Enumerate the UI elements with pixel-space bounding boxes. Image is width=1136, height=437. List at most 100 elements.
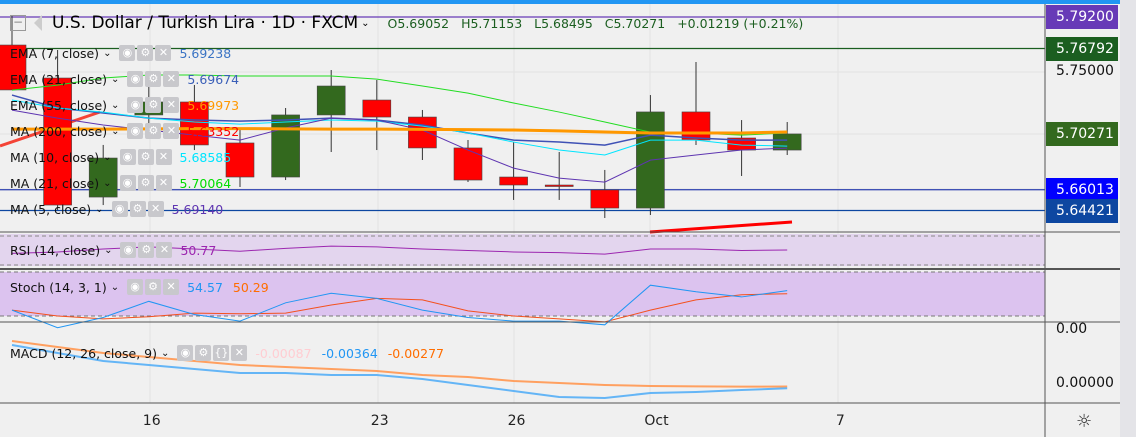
gear-icon[interactable]: ⚙ bbox=[137, 175, 154, 191]
close-icon[interactable]: ✕ bbox=[163, 279, 180, 295]
indicator-legend[interactable]: EMA (55, close) ⌄ ◉ ⚙ ✕ 5.69973 bbox=[10, 97, 249, 113]
gear-icon[interactable]: ⚙ bbox=[195, 345, 212, 361]
close-icon[interactable]: ✕ bbox=[155, 175, 172, 191]
symbol-title[interactable]: U.S. Dollar / Turkish Lira · 1D · FXCM bbox=[52, 13, 359, 33]
gear-icon[interactable]: ⚙ bbox=[129, 201, 146, 217]
gear-icon[interactable]: ⚙ bbox=[145, 71, 162, 87]
candle-body bbox=[88, 157, 118, 198]
close-icon[interactable]: ✕ bbox=[156, 242, 173, 258]
candle-body bbox=[453, 147, 483, 181]
time-axis-label: 16 bbox=[142, 413, 161, 429]
gear-icon[interactable]: ⚙ bbox=[145, 279, 162, 295]
indicator-label: EMA (7, close) bbox=[10, 45, 100, 61]
candle-body bbox=[544, 184, 574, 187]
price-label: 5.76792 bbox=[1046, 36, 1118, 61]
indicator-legend[interactable]: MA (10, close) ⌄ ◉ ⚙ ✕ 5.68585 bbox=[10, 149, 241, 165]
eye-icon[interactable]: ◉ bbox=[119, 45, 136, 61]
chevron-down-icon[interactable]: ⌄ bbox=[111, 99, 120, 111]
indicator-legend[interactable]: MA (200, close) ⌄ ◉ ⚙ ✕ 5.63352 bbox=[10, 123, 249, 139]
chevron-down-icon[interactable]: ⌄ bbox=[111, 73, 120, 85]
gear-icon[interactable]: ⚙ bbox=[137, 45, 154, 61]
eye-icon[interactable]: ◉ bbox=[127, 71, 144, 87]
candle-body bbox=[0, 44, 27, 91]
time-axis-label: 26 bbox=[507, 413, 526, 429]
close-icon[interactable]: ✕ bbox=[147, 201, 164, 217]
stoch-axis-tick: 0.00 bbox=[1056, 321, 1088, 337]
chevron-down-icon[interactable]: ⌄ bbox=[161, 347, 170, 359]
close-icon[interactable]: ✕ bbox=[163, 123, 180, 139]
collapse-icon[interactable]: − bbox=[10, 15, 26, 31]
gear-icon[interactable]: ⚙ bbox=[145, 123, 162, 139]
candle-body bbox=[225, 142, 255, 178]
rsi-legend[interactable]: RSI (14, close) ⌄ ◉ ⚙ ✕ 50.77 bbox=[10, 242, 226, 258]
candle-body bbox=[362, 99, 392, 118]
macd-axis-tick: 0.00000 bbox=[1056, 375, 1114, 391]
indicator-legend[interactable]: EMA (21, close) ⌄ ◉ ⚙ ✕ 5.69674 bbox=[10, 71, 249, 87]
settings-gear-icon[interactable]: ☼ bbox=[1076, 411, 1093, 432]
rsi-label: RSI (14, close) bbox=[10, 242, 101, 258]
price-axis-tick: 5.75000 bbox=[1056, 62, 1114, 79]
macd-value: -0.00364 bbox=[321, 345, 378, 361]
horizontal-lines bbox=[0, 16, 1045, 212]
eye-icon[interactable]: ◉ bbox=[127, 123, 144, 139]
indicator-label: MA (10, close) bbox=[10, 149, 100, 165]
macd-label: MACD (12, 26, close, 9) bbox=[10, 345, 157, 361]
indicator-legend[interactable]: MA (21, close) ⌄ ◉ ⚙ ✕ 5.70064 bbox=[10, 175, 241, 191]
gear-icon[interactable]: ⚙ bbox=[145, 97, 162, 113]
source-code-icon[interactable]: {} bbox=[213, 345, 230, 361]
stoch-legend[interactable]: Stoch (14, 3, 1) ⌄ ◉ ⚙ ✕ 54.57 50.29 bbox=[10, 279, 279, 295]
price-label: 5.66013 bbox=[1046, 177, 1118, 202]
indicator-legend[interactable]: MA (5, close) ⌄ ◉ ⚙ ✕ 5.69140 bbox=[10, 201, 233, 217]
stoch-k-value: 54.57 bbox=[187, 279, 223, 295]
close-icon[interactable]: ✕ bbox=[163, 97, 180, 113]
trend-line-right[interactable] bbox=[649, 220, 793, 234]
indicator-legend[interactable]: EMA (7, close) ⌄ ◉ ⚙ ✕ 5.69238 bbox=[10, 45, 241, 61]
rsi-value: 50.77 bbox=[180, 242, 217, 258]
scrollbar[interactable] bbox=[1120, 0, 1136, 437]
chevron-down-icon[interactable]: ⌄ bbox=[103, 47, 112, 59]
eye-icon[interactable]: ◉ bbox=[119, 175, 136, 191]
macd-signal-line bbox=[11, 340, 788, 388]
candle-body bbox=[681, 111, 711, 141]
close-icon[interactable]: ✕ bbox=[231, 345, 248, 361]
rsi-band bbox=[0, 234, 1045, 266]
close-icon[interactable]: ✕ bbox=[163, 71, 180, 87]
indicator-value: 5.69674 bbox=[187, 71, 240, 87]
symbol-header: − U.S. Dollar / Turkish Lira · 1D · FXCM… bbox=[10, 13, 811, 33]
gear-icon[interactable]: ⚙ bbox=[138, 242, 155, 258]
close-icon[interactable]: ✕ bbox=[155, 45, 172, 61]
eye-icon[interactable]: ◉ bbox=[177, 345, 194, 361]
eye-icon[interactable]: ◉ bbox=[111, 201, 128, 217]
eye-icon[interactable]: ◉ bbox=[127, 279, 144, 295]
macd-signal-value: -0.00277 bbox=[387, 345, 444, 361]
chevron-down-icon[interactable]: ⌄ bbox=[361, 17, 370, 29]
time-axis-label: Oct bbox=[644, 413, 669, 429]
indicator-value: 5.69140 bbox=[171, 201, 224, 217]
chevron-down-icon[interactable]: ⌄ bbox=[110, 281, 120, 293]
chevron-down-icon[interactable]: ⌄ bbox=[104, 244, 113, 256]
macd-legend[interactable]: MACD (12, 26, close, 9) ⌄ ◉ ⚙{} ✕ -0.00087 … bbox=[10, 345, 454, 361]
close-value: C5.70271 bbox=[604, 15, 666, 31]
close-icon[interactable]: ✕ bbox=[155, 149, 172, 165]
macd-hist-value: -0.00087 bbox=[255, 345, 312, 361]
back-arrow-icon[interactable] bbox=[34, 15, 42, 31]
eye-icon[interactable]: ◉ bbox=[127, 97, 144, 113]
gear-icon[interactable]: ⚙ bbox=[137, 149, 154, 165]
ohlc-values: O5.69052 H5.71153 L5.68495 C5.70271 +0.0… bbox=[388, 16, 812, 31]
indicator-label: MA (5, close) bbox=[10, 201, 92, 217]
indicator-label: EMA (55, close) bbox=[10, 97, 108, 113]
indicator-label: MA (21, close) bbox=[10, 175, 100, 191]
chevron-down-icon[interactable]: ⌄ bbox=[95, 203, 104, 215]
stoch-d-line bbox=[11, 293, 788, 323]
chevron-down-icon[interactable]: ⌄ bbox=[111, 125, 120, 137]
eye-icon[interactable]: ◉ bbox=[119, 149, 136, 165]
chevron-down-icon[interactable]: ⌄ bbox=[103, 151, 112, 163]
eye-icon[interactable]: ◉ bbox=[120, 242, 137, 258]
candle-body bbox=[271, 114, 300, 178]
chevron-down-icon[interactable]: ⌄ bbox=[103, 177, 112, 189]
candle-body bbox=[316, 85, 346, 116]
price-label: 5.64421 bbox=[1046, 198, 1118, 223]
candle-body bbox=[408, 116, 437, 149]
candle-body bbox=[772, 133, 802, 151]
